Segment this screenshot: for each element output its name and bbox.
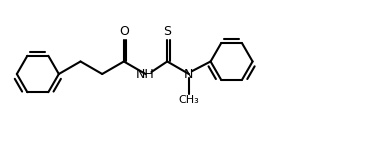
Text: O: O (119, 25, 129, 38)
Text: CH₃: CH₃ (179, 95, 199, 105)
Text: NH: NH (136, 67, 155, 81)
Text: N: N (184, 67, 194, 81)
Text: S: S (163, 25, 171, 38)
